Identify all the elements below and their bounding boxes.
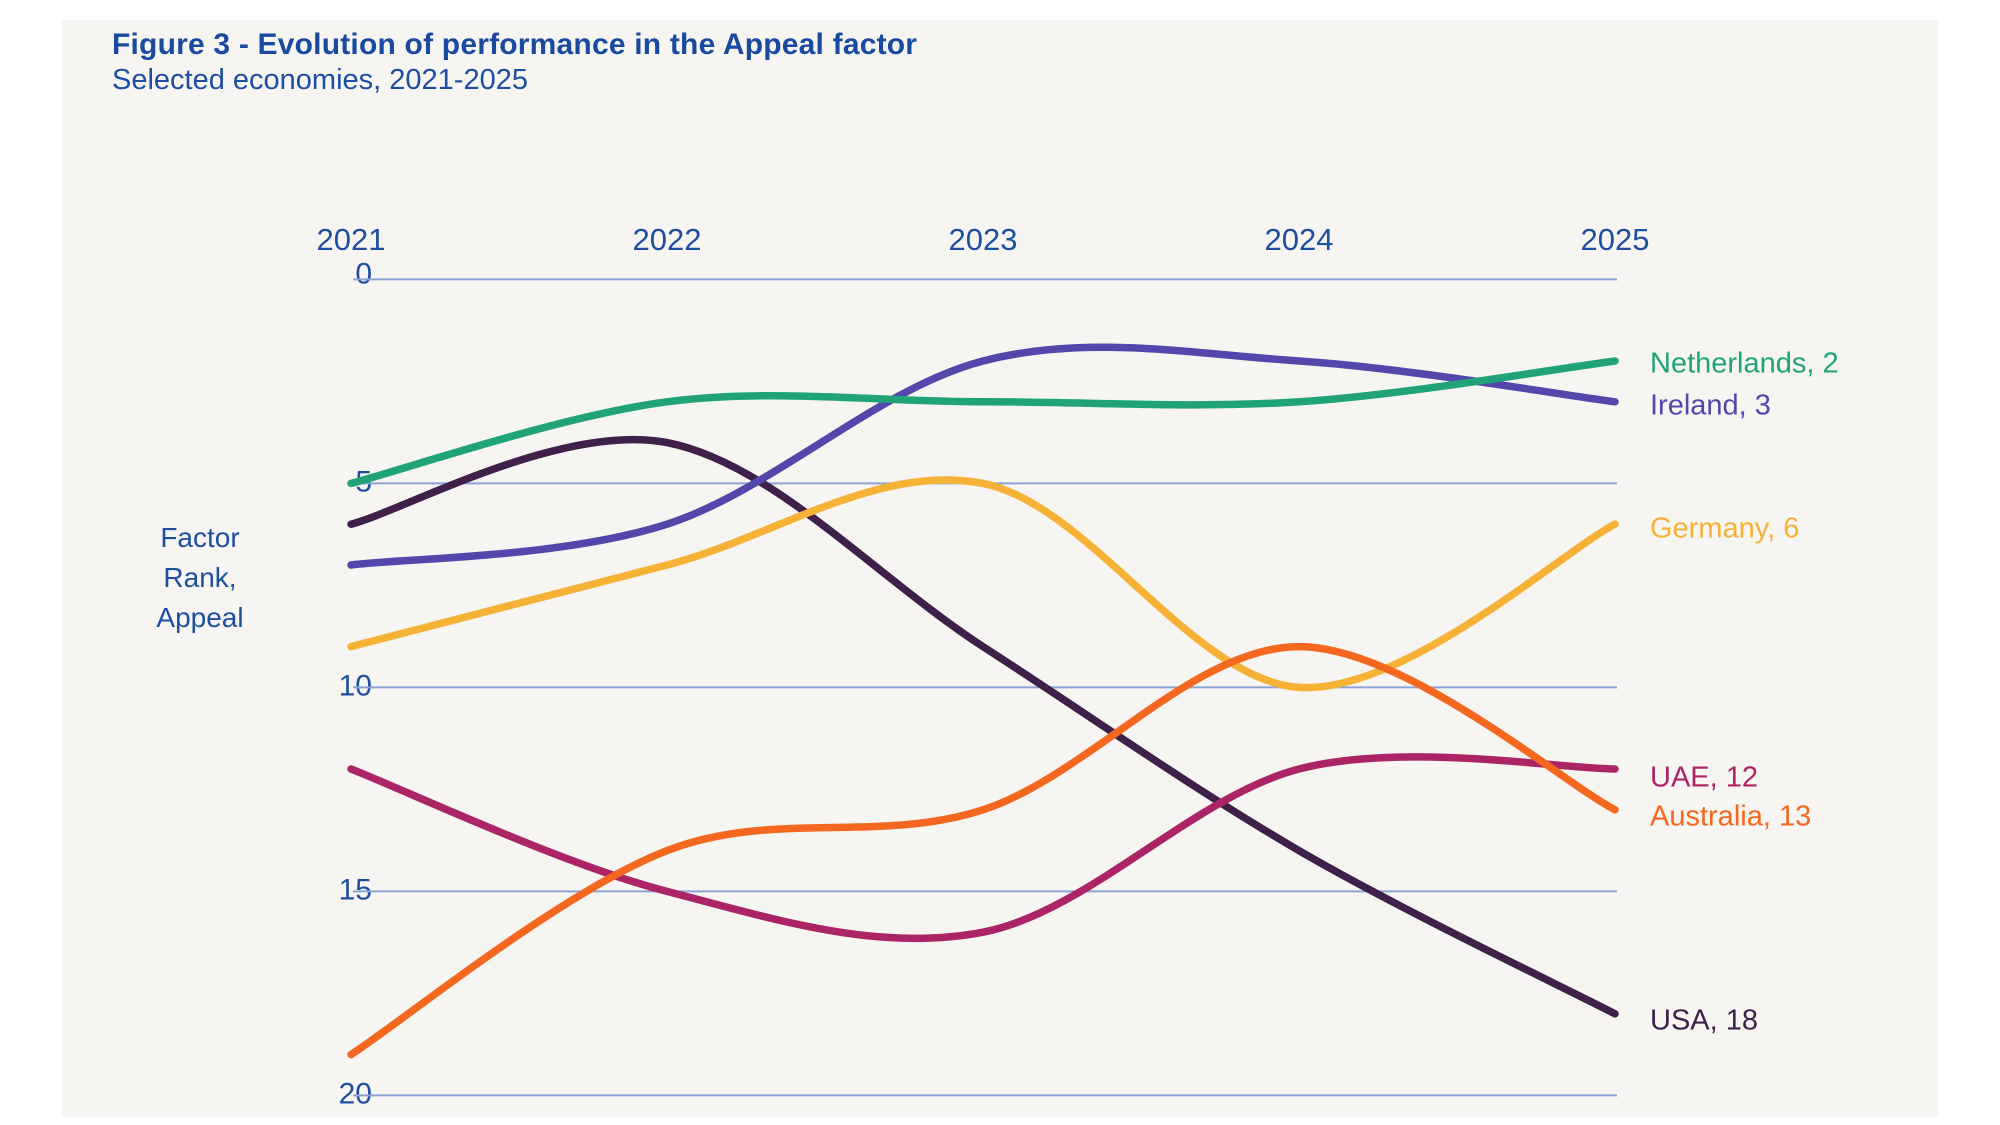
x-tick-2022: 2022	[632, 222, 702, 257]
x-tick-2023: 2023	[948, 222, 1018, 257]
series-line-australia	[347, 642, 1619, 1059]
y-tick-15: 15	[338, 873, 372, 907]
series-line-ireland	[347, 343, 1619, 569]
series-label-usa: USA, 18	[1650, 1004, 1758, 1037]
y-axis-title-line-3: Appeal	[156, 602, 244, 633]
y-tick-20: 20	[338, 1077, 372, 1111]
x-tick-2024: 2024	[1264, 222, 1334, 257]
series-line-netherlands	[347, 357, 1619, 488]
series-line-usa	[347, 435, 1619, 1018]
y-axis-title-line-2: Rank,	[163, 562, 237, 593]
x-tick-2025: 2025	[1580, 222, 1650, 257]
series-label-germany: Germany, 6	[1650, 512, 1800, 545]
figure-subtitle: Selected economies, 2021-2025	[112, 64, 528, 96]
figure-title: Figure 3 - Evolution of performance in t…	[112, 28, 918, 61]
series-label-ireland: Ireland, 3	[1650, 389, 1771, 422]
series-label-netherlands: Netherlands, 2	[1650, 347, 1839, 380]
y-tick-10: 10	[338, 669, 372, 703]
y-axis-title-line-1: Factor	[160, 522, 240, 553]
series-label-uae: UAE, 12	[1650, 761, 1758, 794]
x-tick-2021: 2021	[316, 222, 386, 257]
series-label-australia: Australia, 13	[1650, 800, 1812, 833]
y-tick-0: 0	[355, 257, 372, 291]
figure-panel: Figure 3 - Evolution of performance in t…	[62, 20, 1938, 1117]
y-axis-title: Factor Rank, Appeal	[120, 518, 280, 638]
series-line-germany	[347, 476, 1619, 692]
series-line-uae	[347, 753, 1619, 943]
